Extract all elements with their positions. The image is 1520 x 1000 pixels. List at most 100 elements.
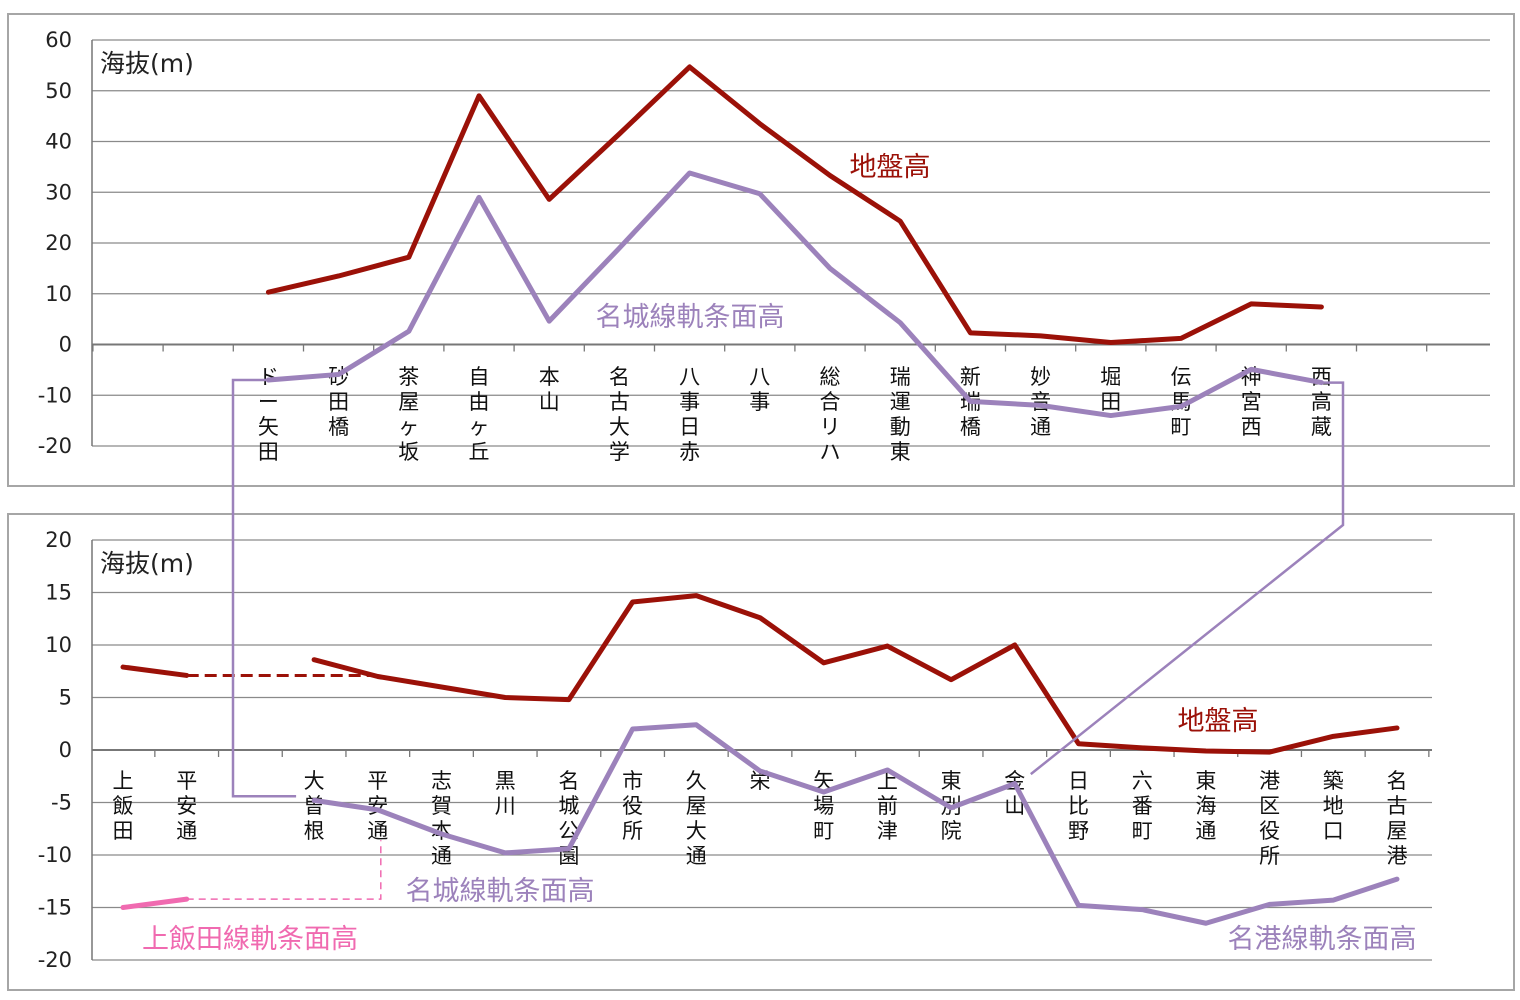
- station-label: 日比野: [1068, 769, 1089, 843]
- y-tick-label: -20: [38, 434, 72, 458]
- station-label-char: 坂: [398, 440, 419, 464]
- station-label-char: 総: [820, 365, 841, 389]
- station-label-char: 山: [1004, 794, 1025, 818]
- y-tick-label: 5: [59, 686, 72, 710]
- station-label-char: 通: [686, 844, 707, 868]
- station-label: 大曽根: [304, 769, 325, 843]
- station-label-char: 蔵: [1311, 415, 1332, 439]
- station-label-char: 八: [679, 365, 700, 389]
- upper-chart-meijo-line: 6050403020100-10-20海抜(m)ドー矢田砂田橋茶屋ヶ坂自由ヶ丘本…: [7, 13, 1515, 487]
- station-label: 築地口: [1323, 769, 1344, 843]
- station-label-char: 西: [1241, 415, 1262, 439]
- y-tick-label: 10: [45, 282, 72, 306]
- station-label-char: 地: [1323, 794, 1344, 818]
- station-label: 砂田橋: [328, 365, 349, 439]
- station-label-char: 東: [890, 440, 911, 464]
- station-label-char: 通: [431, 844, 452, 868]
- station-label-char: 川: [495, 794, 516, 818]
- station-label-char: 日: [679, 415, 700, 439]
- series-line: [311, 593, 1400, 755]
- y-tick-label: 20: [45, 231, 72, 255]
- station-label: 上飯田: [113, 769, 134, 843]
- station-label-char: 上: [113, 769, 134, 793]
- station-label-char: 番: [1132, 794, 1153, 818]
- series-line: [120, 664, 190, 678]
- station-label-char: 安: [176, 794, 197, 818]
- station-label-char: 茶: [398, 365, 419, 389]
- station-label-char: 古: [1387, 794, 1408, 818]
- station-label: 上前津: [877, 769, 898, 843]
- station-label: 名城公園: [558, 769, 579, 868]
- station-label-char: 事: [679, 390, 700, 414]
- series-line: [265, 170, 1324, 419]
- series-annotation: 名城線軌条面高: [596, 302, 785, 333]
- y-tick-label: 40: [45, 130, 72, 154]
- station-label-char: 由: [469, 390, 490, 414]
- y-axis-label: 海抜(m): [100, 549, 194, 578]
- station-label-char: 志: [431, 769, 452, 793]
- station-label-char: 通: [1030, 415, 1051, 439]
- station-label-char: 役: [622, 794, 643, 818]
- station-label: 八事: [749, 365, 770, 414]
- station-label-char: 久: [686, 769, 707, 793]
- station-label-char: 六: [1132, 769, 1153, 793]
- station-label-char: 港: [1387, 844, 1408, 868]
- series-annotation: 上飯田線軌条面高: [142, 924, 358, 955]
- station-label: 名古大学: [609, 365, 630, 464]
- station-label-char: 東: [1195, 769, 1216, 793]
- station-label-char: 金: [1004, 769, 1025, 793]
- station-label: 港区役所: [1259, 769, 1280, 868]
- y-tick-label: 15: [45, 581, 72, 605]
- station-label: 志賀本通: [431, 769, 452, 868]
- y-tick-label: 30: [45, 180, 72, 204]
- station-label-char: 高: [1311, 390, 1332, 414]
- y-tick-label: -5: [51, 791, 72, 815]
- station-label-char: 橋: [960, 415, 981, 439]
- station-label-char: 市: [622, 769, 643, 793]
- station-label-char: 通: [176, 819, 197, 843]
- station-label: 平安通: [367, 769, 388, 843]
- y-tick-label: 0: [59, 333, 72, 357]
- station-label-char: 田: [1100, 390, 1121, 414]
- station-label-char: 矢: [813, 769, 834, 793]
- station-label-char: リ: [820, 415, 841, 439]
- station-label-char: 屋: [398, 390, 419, 414]
- station-label-char: 所: [622, 819, 643, 843]
- station-label-char: 平: [367, 769, 388, 793]
- y-tick-label: 0: [59, 738, 72, 762]
- station-label-char: 八: [749, 365, 770, 389]
- series-annotation: 名城線軌条面高: [406, 876, 595, 907]
- series-line: [311, 722, 1018, 856]
- station-label-char: 町: [1171, 415, 1192, 439]
- lower-chart-meijo-meiko-line: 20151050-5-10-15-20海抜(m)上飯田平安通大曽根平安通志賀本通…: [7, 513, 1515, 991]
- station-label: 東海通: [1195, 769, 1216, 843]
- station-label-char: 場: [813, 794, 834, 818]
- series-annotation: 地盤高: [1178, 706, 1259, 737]
- station-label: 平安通: [176, 769, 197, 843]
- station-label-char: 役: [1259, 819, 1280, 843]
- y-tick-label: -20: [38, 948, 72, 972]
- station-label-char: 大: [304, 769, 325, 793]
- station-label: 矢場町: [813, 769, 834, 843]
- station-label-char: 大: [686, 819, 707, 843]
- station-label-char: 本: [539, 365, 560, 389]
- station-label-char: 町: [813, 819, 834, 843]
- station-label: 八事日赤: [679, 365, 700, 464]
- station-label-char: 新: [960, 365, 981, 389]
- station-label-char: 伝: [1171, 365, 1192, 389]
- station-label-char: 堀: [1100, 365, 1121, 389]
- station-label: 黒川: [495, 769, 516, 818]
- station-label-char: 港: [1259, 769, 1280, 793]
- station-label-char: 橋: [328, 415, 349, 439]
- station-label-char: 築: [1323, 769, 1344, 793]
- station-label-char: 妙: [1030, 365, 1051, 389]
- station-label: 市役所: [622, 769, 643, 843]
- station-label: 西高蔵: [1311, 365, 1332, 439]
- chart-frame: [7, 13, 1515, 487]
- station-label-char: 学: [609, 440, 630, 464]
- station-label-char: 運: [890, 390, 911, 414]
- station-label-char: 大: [609, 415, 630, 439]
- station-label-char: 根: [304, 819, 325, 843]
- y-tick-label: -15: [38, 896, 72, 920]
- station-label-char: 田: [258, 440, 279, 464]
